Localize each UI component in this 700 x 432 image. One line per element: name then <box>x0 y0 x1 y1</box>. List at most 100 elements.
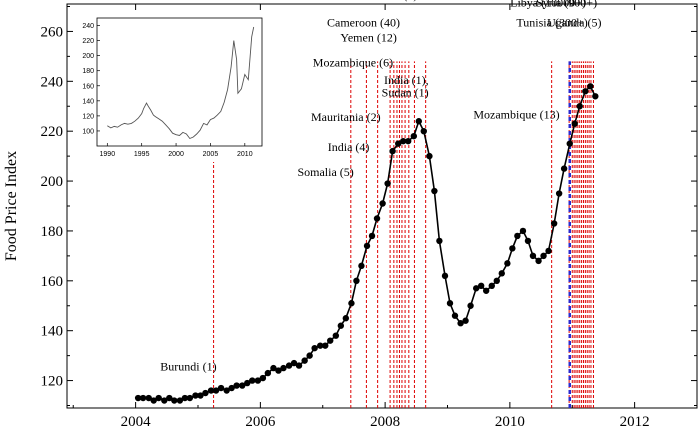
event-annotation: Burundi (1) <box>160 360 216 374</box>
data-point <box>373 215 381 222</box>
data-point <box>290 359 298 367</box>
y-tick-label: 240 <box>41 74 64 90</box>
event-annotation: India (1), <box>384 73 429 87</box>
y-tick-label: 140 <box>41 324 64 340</box>
data-point <box>353 277 360 285</box>
data-point <box>363 242 371 250</box>
data-point <box>176 397 184 404</box>
inset-x-tick-label: 2010 <box>237 151 253 158</box>
y-tick-label: 220 <box>41 124 64 140</box>
y-tick-label: 260 <box>41 24 64 40</box>
data-point <box>327 337 334 344</box>
data-point <box>217 384 225 392</box>
data-point <box>420 127 427 135</box>
data-point <box>467 302 474 309</box>
inset-y-tick-label: 180 <box>82 68 94 75</box>
inset-frame <box>96 17 263 147</box>
data-point <box>488 282 495 290</box>
data-point <box>535 257 542 265</box>
data-point <box>395 140 402 147</box>
inset-x-tick-label: 1995 <box>134 151 150 158</box>
x-tick-label: 2004 <box>121 414 152 430</box>
inset-y-tick-label: 240 <box>82 23 94 30</box>
inset-series-line <box>107 26 255 140</box>
event-annotation: Libya (10000+) <box>510 0 586 9</box>
data-point <box>270 364 277 372</box>
data-point <box>306 352 313 359</box>
data-point <box>550 220 558 227</box>
data-point <box>498 270 505 277</box>
data-point <box>145 394 152 402</box>
inset-y-tick-label: 100 <box>82 128 94 135</box>
data-point <box>280 364 287 372</box>
data-point <box>197 392 204 399</box>
data-point <box>472 285 480 292</box>
data-point <box>410 132 418 140</box>
data-point <box>451 312 459 319</box>
data-point <box>322 342 329 349</box>
data-point <box>514 232 521 240</box>
data-point <box>348 300 355 307</box>
data-point <box>426 152 433 160</box>
data-point <box>212 387 220 394</box>
event-annotation: Tunisia (300+) <box>516 15 587 29</box>
data-point <box>482 287 490 294</box>
data-point <box>285 362 293 369</box>
data-point <box>249 377 256 384</box>
data-point <box>161 397 168 404</box>
event-annotation: Sudan (1) <box>382 85 429 99</box>
data-point <box>587 83 594 90</box>
event-annotation: Yemen (12) <box>340 30 396 44</box>
data-point <box>545 247 552 255</box>
event-annotation: Mozambique (13) <box>473 108 559 122</box>
event-annotation: Syria (900+) <box>536 0 597 9</box>
data-point <box>166 394 173 402</box>
data-point <box>233 382 240 389</box>
data-point <box>228 384 235 392</box>
event-annotation: Tunisia (1) <box>365 0 418 2</box>
data-point <box>368 232 376 240</box>
data-point <box>493 277 500 285</box>
data-point <box>560 165 568 172</box>
data-point <box>431 187 438 195</box>
data-point <box>181 394 189 402</box>
data-point <box>477 282 485 290</box>
inset-background <box>76 10 266 162</box>
data-point <box>404 137 412 145</box>
inset-y-tick-label: 160 <box>82 83 94 90</box>
data-point <box>239 382 246 389</box>
data-point <box>264 369 272 377</box>
event-annotation: Uganda (5) <box>547 15 601 29</box>
data-point <box>566 140 573 147</box>
data-point <box>592 93 599 100</box>
y-axis-title: Food Price Index <box>3 151 20 261</box>
data-point <box>337 322 345 329</box>
data-point <box>186 394 194 402</box>
data-point <box>301 357 308 364</box>
inset-y-tick-label: 140 <box>82 98 94 105</box>
data-point <box>155 394 162 402</box>
y-tick-label: 120 <box>41 374 64 390</box>
event-annotation: Mauritania (2) <box>311 110 381 124</box>
data-point <box>571 120 578 127</box>
data-point <box>582 88 589 95</box>
data-point <box>462 317 469 324</box>
data-point <box>171 397 178 404</box>
data-point <box>311 344 318 352</box>
data-point <box>139 394 147 402</box>
data-point <box>519 227 527 235</box>
inset-y-tick-label: 200 <box>82 53 94 60</box>
data-point <box>457 320 464 327</box>
data-point <box>134 394 142 402</box>
y-tick-label: 200 <box>41 174 64 190</box>
y-tick-label: 160 <box>41 274 64 290</box>
data-point <box>207 387 215 394</box>
data-point <box>400 137 407 145</box>
y-tick-label: 180 <box>41 224 64 240</box>
inset-y-tick-label: 120 <box>82 113 94 120</box>
x-tick-label: 2010 <box>495 414 525 430</box>
data-point <box>342 315 350 322</box>
x-tick-label: 2008 <box>370 414 400 430</box>
